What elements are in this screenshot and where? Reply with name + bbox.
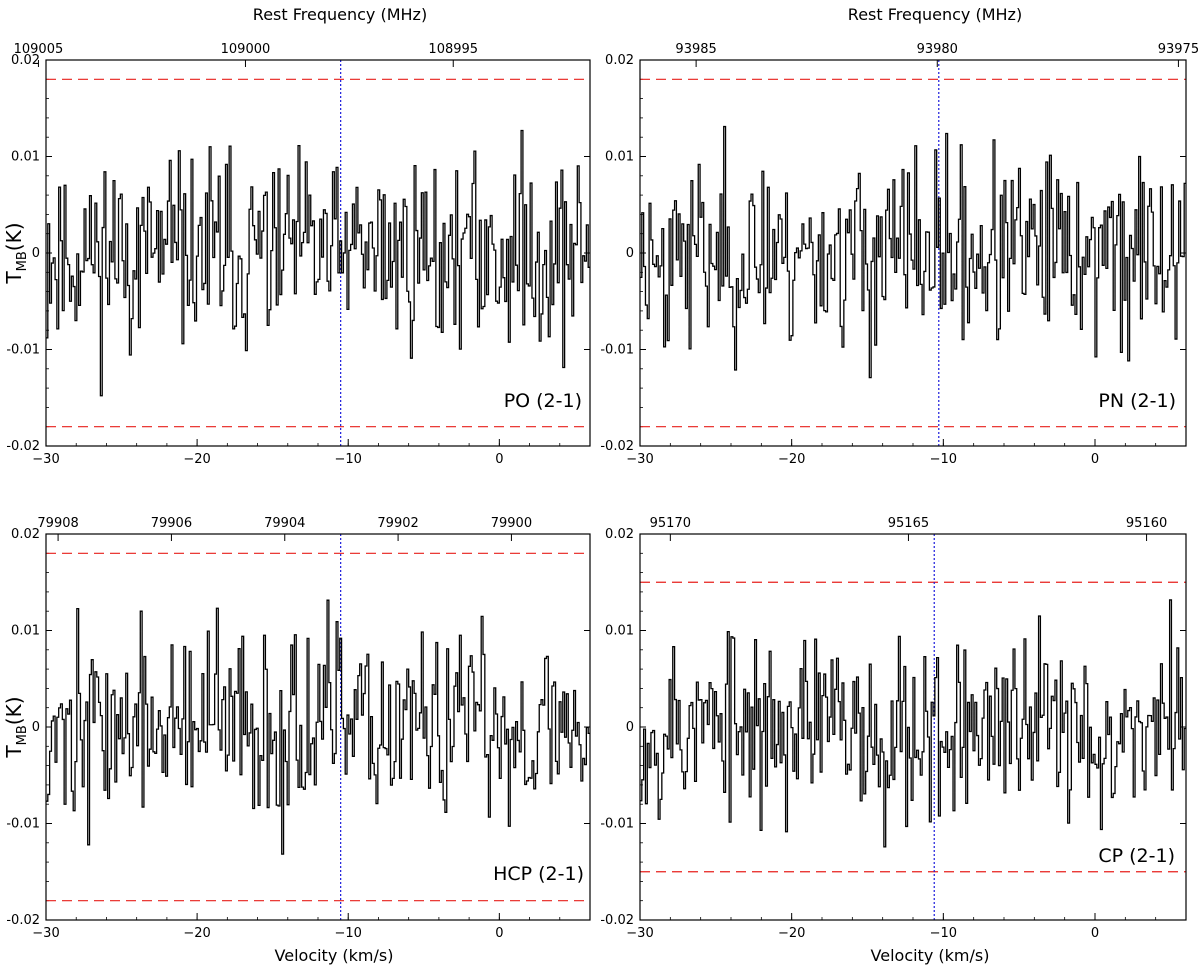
y-tick-label: 0 xyxy=(626,720,634,735)
top-tick-label: 109000 xyxy=(221,42,271,57)
x-tick-label: 0 xyxy=(495,926,503,941)
panel-hcp-frame xyxy=(45,533,591,921)
top-tick-label: 79900 xyxy=(491,516,532,531)
y-tick-label: -0.02 xyxy=(6,913,40,928)
spectrum-line xyxy=(640,599,1186,848)
top-tick-label: 95165 xyxy=(888,516,929,531)
panel-hcp-marks xyxy=(46,534,590,920)
x-tick-label: −10 xyxy=(335,926,362,941)
y-tick-label: 0 xyxy=(32,246,40,261)
top-tick-label: 79908 xyxy=(37,516,78,531)
x-tick-label: −20 xyxy=(183,926,210,941)
spectrum-line xyxy=(46,599,590,855)
y-tick-label: 0.01 xyxy=(11,150,40,165)
y-axis-title-bottom-unit: (K) xyxy=(2,696,26,725)
panel-pn-marks xyxy=(640,60,1186,446)
panel-cp-ticks: -0.02 -0.01 0 0.01 0.02 −30 −20 −10 0 95170 95165 9… xyxy=(600,516,1187,941)
y-tick-label: -0.01 xyxy=(6,343,40,358)
panel-po: Rest Frequency (MHz) -0.02 -0.01 0 0.01 0.02… xyxy=(6,5,591,467)
y-tick-label: 0.01 xyxy=(605,624,634,639)
y-tick-label: 0.02 xyxy=(605,53,634,68)
x-tick-label: −30 xyxy=(32,452,59,467)
x-tick-label: −30 xyxy=(626,926,653,941)
y-tick-label: -0.02 xyxy=(600,913,634,928)
panel-cp-frame xyxy=(639,533,1187,921)
y-tick-label: -0.02 xyxy=(6,439,40,454)
panel-pn-ticks: -0.02 -0.01 0 0.01 0.02 −30 −20 −10 0 93985 93980 9… xyxy=(600,42,1199,467)
spectrum-line xyxy=(640,125,1186,379)
x-tick-label: 0 xyxy=(1091,926,1099,941)
x-tick-label: −10 xyxy=(335,452,362,467)
x-tick-label: −30 xyxy=(32,926,59,941)
y-tick-label: 0.02 xyxy=(605,527,634,542)
x-tick-label: 0 xyxy=(495,452,503,467)
panel-cp-marks xyxy=(640,534,1186,920)
panel-po-marks xyxy=(46,60,590,446)
y-tick-label: 0.02 xyxy=(11,527,40,542)
top-tick-label: 79906 xyxy=(151,516,192,531)
x-tick-label: −10 xyxy=(930,452,957,467)
y-axis-title-bottom-sub: MB xyxy=(15,725,30,745)
top-tick-label: 108995 xyxy=(428,42,478,57)
y-axis-title-bottom: TMB(K) xyxy=(2,696,30,758)
y-tick-label: -0.02 xyxy=(600,439,634,454)
panel-pn-label: PN (2-1) xyxy=(1098,390,1176,412)
panel-hcp: -0.02 -0.01 0 0.01 0.02 −30 −20 −10 0 79908 79906 7… xyxy=(6,516,591,941)
y-tick-label: -0.01 xyxy=(600,817,634,832)
panel-po-top-axis-title: Rest Frequency (MHz) xyxy=(253,5,427,24)
top-tick-label: 93980 xyxy=(917,42,958,57)
y-tick-label: -0.01 xyxy=(6,817,40,832)
panel-hcp-ticks: -0.02 -0.01 0 0.01 0.02 −30 −20 −10 0 79908 79906 7… xyxy=(6,516,591,941)
y-axis-title-top: TMB(K) xyxy=(2,222,30,284)
y-tick-label: -0.01 xyxy=(600,343,634,358)
y-tick-label: 0 xyxy=(32,720,40,735)
spectrum-line xyxy=(46,129,590,397)
panel-po-label: PO (2-1) xyxy=(504,390,582,412)
y-axis-title-top-sub: MB xyxy=(15,251,30,271)
x-tick-label: −10 xyxy=(930,926,957,941)
top-tick-label: 79902 xyxy=(377,516,418,531)
panel-pn-frame xyxy=(639,59,1187,447)
panel-po-ticks: -0.02 -0.01 0 0.01 0.02 −30 −20 −10 0 109005 10900… xyxy=(6,42,591,467)
x-axis-title-left: Velocity (km/s) xyxy=(275,946,394,965)
y-axis-title-bottom-main: T xyxy=(2,745,26,759)
x-axis-title-right: Velocity (km/s) xyxy=(871,946,990,965)
x-tick-label: −20 xyxy=(183,452,210,467)
x-tick-label: 0 xyxy=(1091,452,1099,467)
x-tick-label: −20 xyxy=(778,926,805,941)
top-tick-label: 93975 xyxy=(1158,42,1199,57)
panel-cp-label: CP (2-1) xyxy=(1098,845,1175,867)
y-axis-title-top-unit: (K) xyxy=(2,222,26,251)
top-tick-label: 79904 xyxy=(264,516,305,531)
top-tick-label: 93985 xyxy=(675,42,716,57)
y-axis-title-top-main: T xyxy=(2,271,26,285)
panel-po-frame xyxy=(45,59,591,447)
panel-hcp-label: HCP (2-1) xyxy=(493,863,584,885)
panel-pn-top-axis-title: Rest Frequency (MHz) xyxy=(848,5,1022,24)
top-tick-label: 109005 xyxy=(14,42,64,57)
panel-cp: -0.02 -0.01 0 0.01 0.02 −30 −20 −10 0 95170 95165 9… xyxy=(600,516,1187,941)
panel-pn: Rest Frequency (MHz) -0.02 -0.01 0 0.01 0.02… xyxy=(600,5,1199,467)
x-tick-label: −30 xyxy=(626,452,653,467)
x-tick-label: −20 xyxy=(778,452,805,467)
top-tick-label: 95160 xyxy=(1126,516,1167,531)
y-tick-label: 0.02 xyxy=(11,53,40,68)
y-tick-label: 0 xyxy=(626,246,634,261)
y-tick-label: 0.01 xyxy=(605,150,634,165)
top-tick-label: 95170 xyxy=(650,516,691,531)
y-tick-label: 0.01 xyxy=(11,624,40,639)
